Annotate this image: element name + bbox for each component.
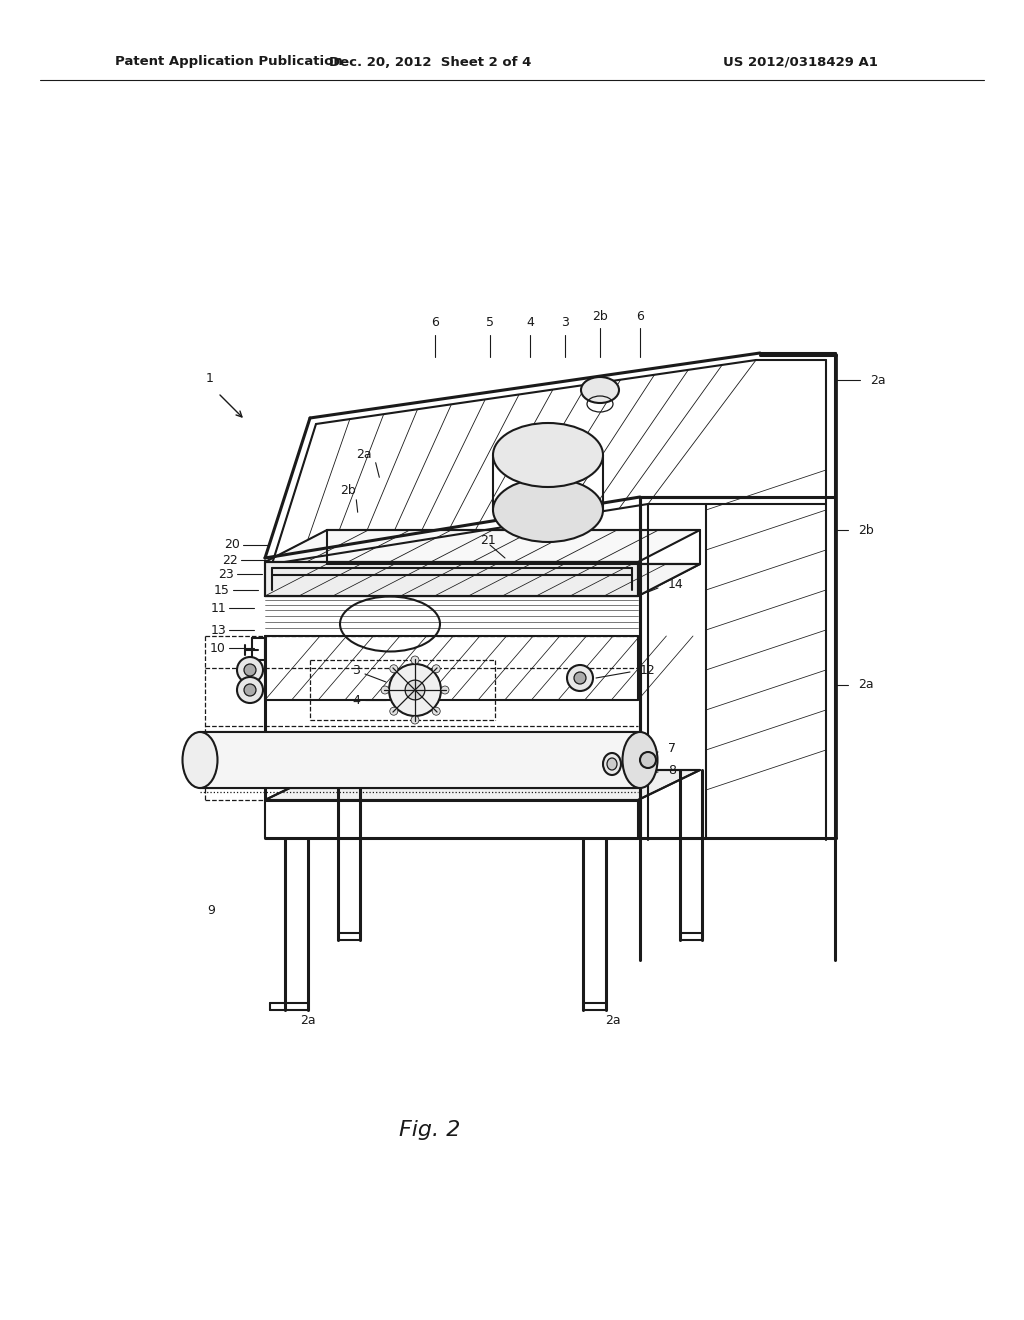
Circle shape [432,665,440,673]
Polygon shape [200,733,640,788]
Text: Fig. 2: Fig. 2 [399,1119,461,1140]
Text: 15: 15 [214,583,230,597]
Circle shape [567,665,593,690]
Text: 7: 7 [668,742,676,755]
Circle shape [406,680,425,700]
Circle shape [411,715,419,723]
Text: 6: 6 [636,309,644,322]
Text: Patent Application Publication: Patent Application Publication [115,55,343,69]
Circle shape [237,677,263,704]
Circle shape [244,684,256,696]
Text: 2a: 2a [356,449,372,462]
Polygon shape [265,564,700,597]
Text: 12: 12 [640,664,655,676]
Ellipse shape [607,758,617,770]
Text: 22: 22 [222,553,238,566]
Text: 2a: 2a [870,374,886,387]
Text: 3: 3 [352,664,359,676]
Text: 20: 20 [224,539,240,552]
Text: 14: 14 [668,578,684,591]
Ellipse shape [493,422,603,487]
Text: 8: 8 [668,763,676,776]
Ellipse shape [623,733,657,788]
Ellipse shape [182,733,217,788]
Text: 9: 9 [207,903,215,916]
Circle shape [390,708,397,715]
Circle shape [640,752,656,768]
Text: 2a: 2a [300,1014,315,1027]
Circle shape [441,686,449,694]
Text: 4: 4 [352,693,359,706]
Polygon shape [265,531,700,562]
Text: 5: 5 [486,317,494,330]
Text: 6: 6 [431,317,439,330]
Circle shape [389,664,441,715]
Polygon shape [265,562,638,597]
Circle shape [390,665,397,673]
Text: 21: 21 [480,533,496,546]
Text: 10: 10 [210,642,226,655]
Text: 2a: 2a [858,678,873,692]
Circle shape [574,672,586,684]
Text: US 2012/0318429 A1: US 2012/0318429 A1 [723,55,878,69]
Text: 3: 3 [561,317,569,330]
Text: 4: 4 [526,317,534,330]
Text: 2a: 2a [605,1014,621,1027]
Ellipse shape [581,378,618,403]
Circle shape [237,657,263,682]
Circle shape [381,686,389,694]
Text: 11: 11 [210,602,226,615]
Circle shape [432,708,440,715]
Text: 2b: 2b [858,524,873,536]
Ellipse shape [603,752,621,775]
Text: 2b: 2b [340,483,355,496]
Text: Dec. 20, 2012  Sheet 2 of 4: Dec. 20, 2012 Sheet 2 of 4 [329,55,531,69]
Text: 2b: 2b [592,309,608,322]
Ellipse shape [493,478,603,543]
Text: 13: 13 [210,623,226,636]
Circle shape [411,656,419,664]
Text: 23: 23 [218,568,234,581]
Circle shape [244,664,256,676]
Text: 1: 1 [206,371,214,384]
Polygon shape [265,564,700,597]
Polygon shape [265,770,700,800]
